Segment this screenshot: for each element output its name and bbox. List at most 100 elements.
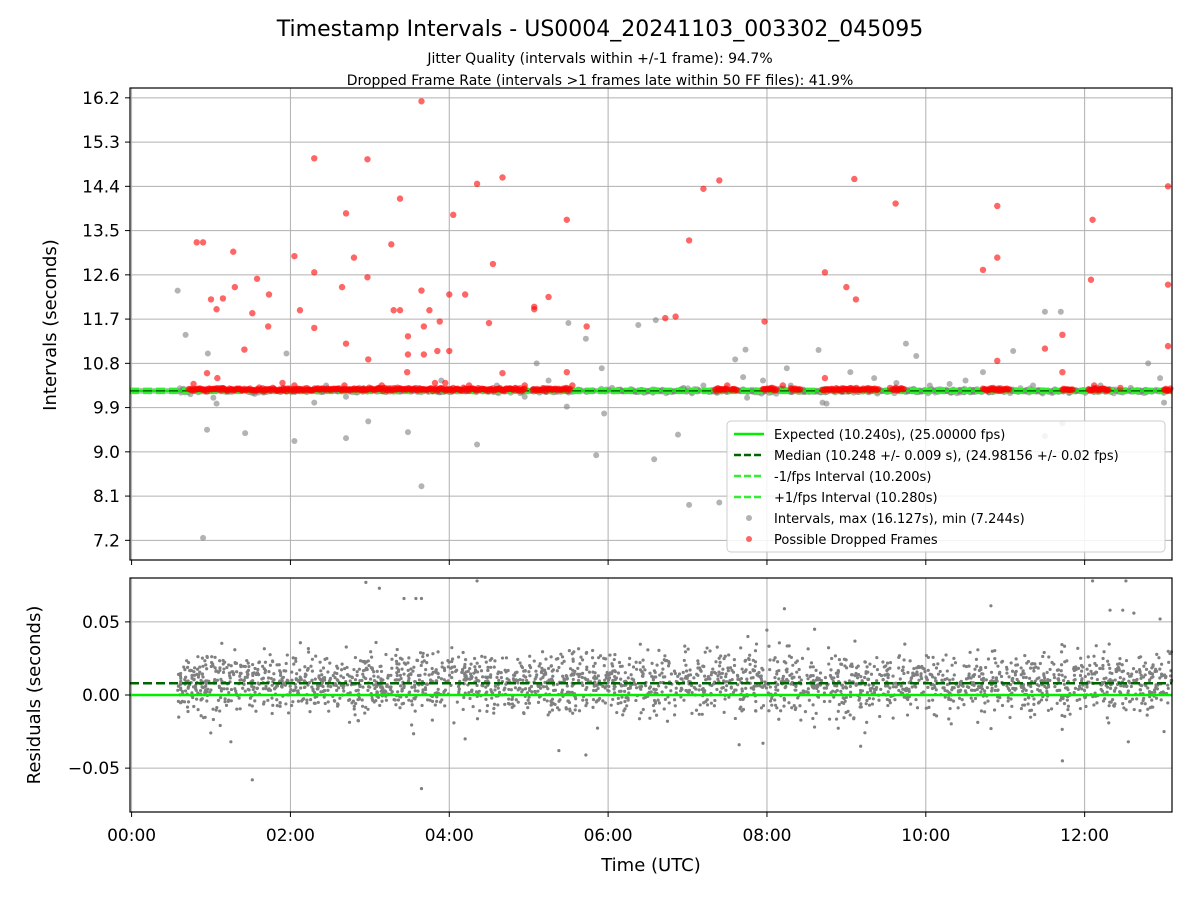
residual-point — [216, 698, 221, 703]
residual-point — [238, 678, 242, 682]
residual-point — [288, 690, 292, 694]
residual-point — [718, 672, 722, 676]
residual-point — [1148, 671, 1152, 675]
residual-point — [811, 703, 815, 707]
residual-point — [661, 667, 665, 671]
residual-point — [254, 709, 258, 713]
residual-point — [945, 682, 949, 687]
residual-point — [979, 690, 983, 694]
residual-point — [376, 675, 380, 679]
residual-point — [1048, 678, 1052, 682]
residual-point — [936, 662, 940, 666]
residual-point — [765, 628, 769, 632]
residual-point — [177, 715, 181, 719]
residual-point — [1088, 663, 1092, 668]
residual-point — [550, 708, 555, 712]
residual-point — [486, 668, 490, 673]
residual-point — [560, 661, 564, 665]
residual-point — [475, 717, 480, 721]
residual-point — [416, 673, 421, 678]
residual-point — [934, 714, 939, 718]
residual-point — [1158, 617, 1162, 621]
residual-point — [975, 664, 979, 668]
residual-point — [888, 660, 893, 665]
residual-point — [964, 677, 969, 681]
residual-point — [562, 659, 566, 663]
residual-point — [190, 691, 194, 695]
residual-point — [331, 673, 335, 678]
residual-point — [573, 708, 577, 712]
residual-point — [839, 662, 843, 666]
residual-point — [581, 683, 585, 688]
residual-point — [233, 660, 237, 665]
residual-point — [310, 657, 314, 661]
residual-point — [625, 704, 629, 708]
residual-point — [1006, 686, 1010, 691]
dropped-frame-point — [203, 369, 211, 377]
residual-point — [777, 677, 781, 681]
residual-point — [1072, 665, 1076, 670]
residual-point — [666, 664, 671, 668]
residual-point — [976, 720, 980, 724]
legend-box — [726, 420, 1166, 553]
residual-point — [204, 679, 208, 683]
residual-point — [256, 667, 260, 672]
residual-point — [818, 671, 823, 675]
residual-point — [542, 672, 546, 676]
residual-point — [372, 670, 376, 674]
residual-point — [1066, 707, 1070, 712]
residual-point — [1033, 712, 1037, 717]
residual-point — [1039, 679, 1043, 683]
x-tick-label: 02:00 — [266, 826, 315, 846]
residual-point — [302, 679, 306, 683]
residual-point — [641, 665, 645, 669]
residual-point — [924, 675, 928, 679]
residual-point — [853, 639, 857, 643]
residual-point — [1011, 676, 1015, 681]
dropped-frame-point — [249, 309, 256, 317]
residual-point — [1062, 702, 1067, 706]
residual-point — [222, 667, 226, 671]
residual-point — [879, 673, 884, 678]
residual-point — [183, 668, 187, 672]
residual-point — [205, 667, 209, 671]
residual-point — [516, 681, 520, 685]
residual-point — [176, 684, 181, 688]
residual-point — [953, 661, 958, 665]
residual-point — [1138, 708, 1142, 713]
residual-point — [698, 684, 702, 688]
residual-point — [956, 685, 960, 689]
interval-point — [893, 380, 900, 386]
interval-point — [213, 400, 220, 407]
residual-point — [867, 703, 872, 707]
interval-point — [418, 483, 425, 490]
residual-point — [787, 701, 791, 705]
residual-point — [859, 675, 863, 679]
residual-point — [909, 679, 913, 683]
residual-point — [603, 686, 607, 690]
dropped-frame-point — [190, 380, 197, 388]
interval-point — [716, 499, 723, 506]
dropped-frame-point — [1090, 382, 1098, 389]
residual-point — [753, 664, 757, 668]
residual-point — [631, 678, 636, 682]
residual-point — [213, 666, 217, 670]
residual-point — [682, 698, 686, 702]
residual-point — [493, 659, 497, 663]
dropped-frame-point — [420, 351, 428, 358]
residual-point — [557, 708, 561, 712]
interval-point — [200, 534, 207, 541]
residual-point — [421, 651, 425, 655]
residual-point — [1053, 684, 1057, 689]
residual-point — [631, 665, 636, 669]
residual-point — [619, 701, 623, 705]
residual-point — [320, 680, 325, 685]
residual-point — [1153, 690, 1157, 694]
residual-point — [526, 698, 530, 702]
residual-point — [361, 672, 365, 676]
residual-point — [218, 709, 222, 713]
residual-point — [731, 670, 736, 674]
residual-point — [662, 707, 666, 711]
residual-point — [525, 678, 529, 683]
residual-point — [571, 677, 575, 682]
